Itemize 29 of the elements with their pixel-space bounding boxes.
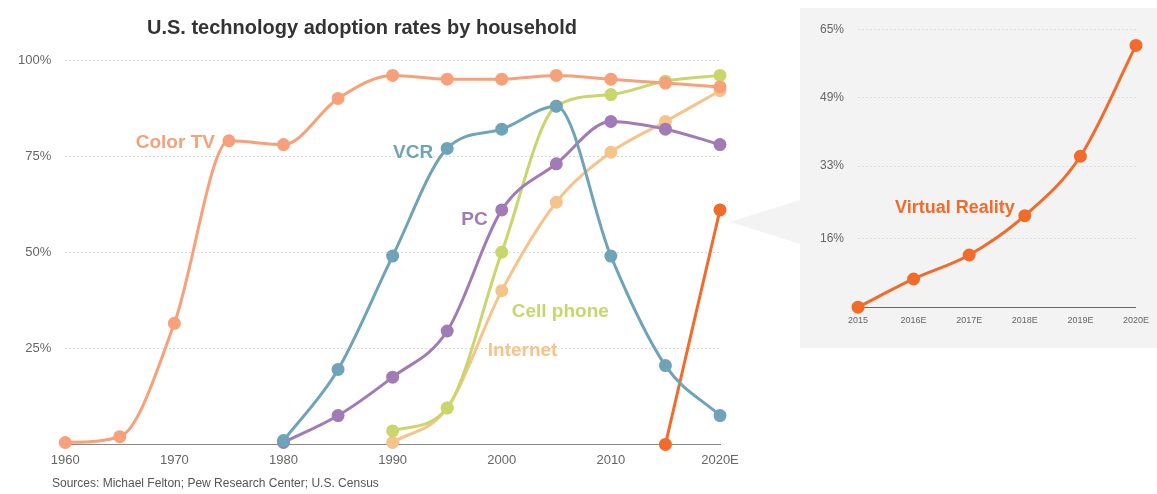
x-tick-label: 2020E (1122, 315, 1149, 326)
x-tick-label: 2000 (487, 451, 517, 467)
x-tick-label: 2019E (1067, 315, 1094, 326)
chart-title: U.S. technology adoption rates by household (146, 15, 578, 38)
y-tick-label: 75% (25, 147, 52, 163)
x-tick-label: 1970 (159, 451, 189, 467)
y-tick-label: 100% (18, 51, 52, 67)
x-tick-label: 1960 (50, 451, 80, 467)
y-tick-label: 16% (819, 231, 845, 246)
x-tick-label: 2017E (956, 315, 983, 326)
series-label: Cell phone (511, 300, 609, 322)
x-tick-label: 2015 (848, 315, 869, 326)
x-tick-label: 2018E (1011, 315, 1038, 326)
series-label: Internet (487, 338, 559, 360)
x-tick-label: 1980 (269, 451, 298, 467)
x-tick-label: 1990 (378, 451, 408, 467)
y-tick-label: 65% (819, 21, 845, 36)
source-note: Sources: Michael Felton; Pew Research Center; U.S. Census (52, 476, 379, 490)
y-tick-label: 25% (25, 339, 52, 355)
x-tick-label: 2016E (900, 315, 927, 326)
y-tick-label: 50% (25, 243, 52, 259)
y-tick-label: 33% (819, 158, 845, 173)
y-tick-label: 49% (819, 89, 845, 104)
series-label: PC (461, 208, 489, 230)
x-tick-label: 2010 (596, 451, 626, 467)
series-label: Color TV (135, 130, 216, 152)
series-label: VCR (393, 140, 434, 162)
series-label: Virtual Reality (895, 196, 1015, 217)
x-tick-label: 2020E (701, 451, 740, 467)
